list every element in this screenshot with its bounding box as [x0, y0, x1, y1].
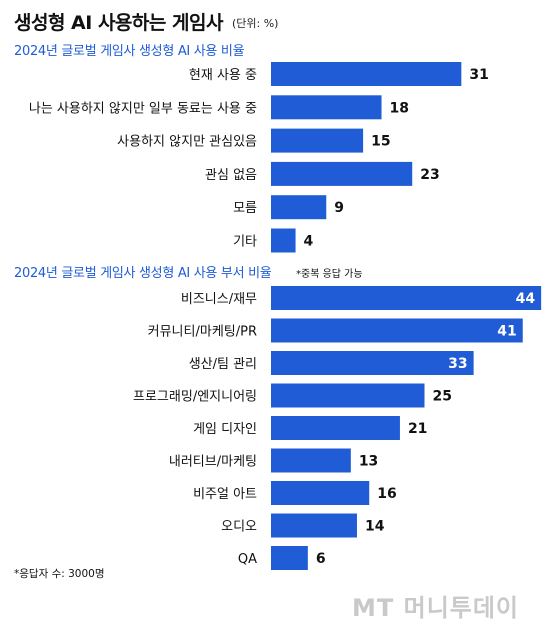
bar	[271, 318, 523, 343]
value-label: 16	[377, 486, 396, 502]
bar	[271, 228, 296, 253]
bar	[271, 286, 542, 310]
category-label: 오디오	[221, 520, 257, 535]
value-label: 14	[365, 519, 385, 535]
value-label: 6	[316, 551, 326, 567]
category-label: 관심 없음	[205, 168, 257, 183]
bar	[271, 128, 364, 153]
category-label: 모름	[233, 201, 257, 216]
value-label: 44	[516, 291, 536, 307]
section1-title: 2024년 글로벌 게임사 생성형 AI 사용 비율	[14, 44, 245, 59]
category-label: 기타	[233, 235, 257, 250]
watermark-logo: MT 머니투데이	[352, 594, 520, 622]
value-label: 33	[448, 356, 467, 372]
footnote: *응답자 수: 3000명	[14, 568, 105, 580]
category-label: 사용하지 않지만 관심있음	[117, 135, 257, 150]
category-label: 나는 사용하지 않지만 일부 동료는 사용 중	[29, 101, 257, 116]
value-label: 4	[304, 234, 314, 250]
section2-note: *중복 응답 가능	[296, 269, 363, 280]
value-label: 9	[334, 200, 344, 216]
category-label: 비즈니스/재무	[181, 292, 257, 307]
bar	[271, 351, 474, 375]
category-label: 커뮤니티/마케팅/PR	[148, 325, 257, 340]
bar	[271, 95, 382, 120]
bar	[271, 513, 357, 538]
value-label: 41	[497, 324, 516, 340]
category-label: 비주얼 아트	[193, 487, 257, 502]
value-label: 15	[371, 134, 390, 150]
category-label: 게임 디자인	[193, 422, 257, 437]
bar	[271, 546, 308, 570]
bar	[271, 161, 413, 186]
bar	[271, 416, 400, 440]
bar	[271, 383, 425, 408]
bar	[271, 62, 462, 86]
unit-label: (단위: %)	[232, 17, 279, 30]
category-label: 현재 사용 중	[189, 68, 257, 83]
value-label: 23	[420, 167, 439, 183]
category-label: 프로그래밍/엔지니어링	[133, 390, 257, 405]
value-label: 25	[433, 389, 452, 405]
category-label: 생산/팀 관리	[189, 357, 257, 372]
value-label: 31	[469, 67, 488, 83]
value-label: 13	[359, 454, 378, 470]
category-label: QA	[238, 552, 257, 567]
chart-title: 생성형 AI 사용하는 게임사	[14, 12, 223, 34]
value-label: 18	[390, 100, 409, 116]
bar	[271, 195, 327, 220]
bar	[271, 448, 351, 473]
bar	[271, 481, 370, 505]
category-label: 내러티브/마케팅	[169, 455, 257, 470]
value-label: 21	[408, 421, 427, 437]
section2-title: 2024년 글로벌 게임사 생성형 AI 사용 부서 비율	[14, 266, 272, 281]
